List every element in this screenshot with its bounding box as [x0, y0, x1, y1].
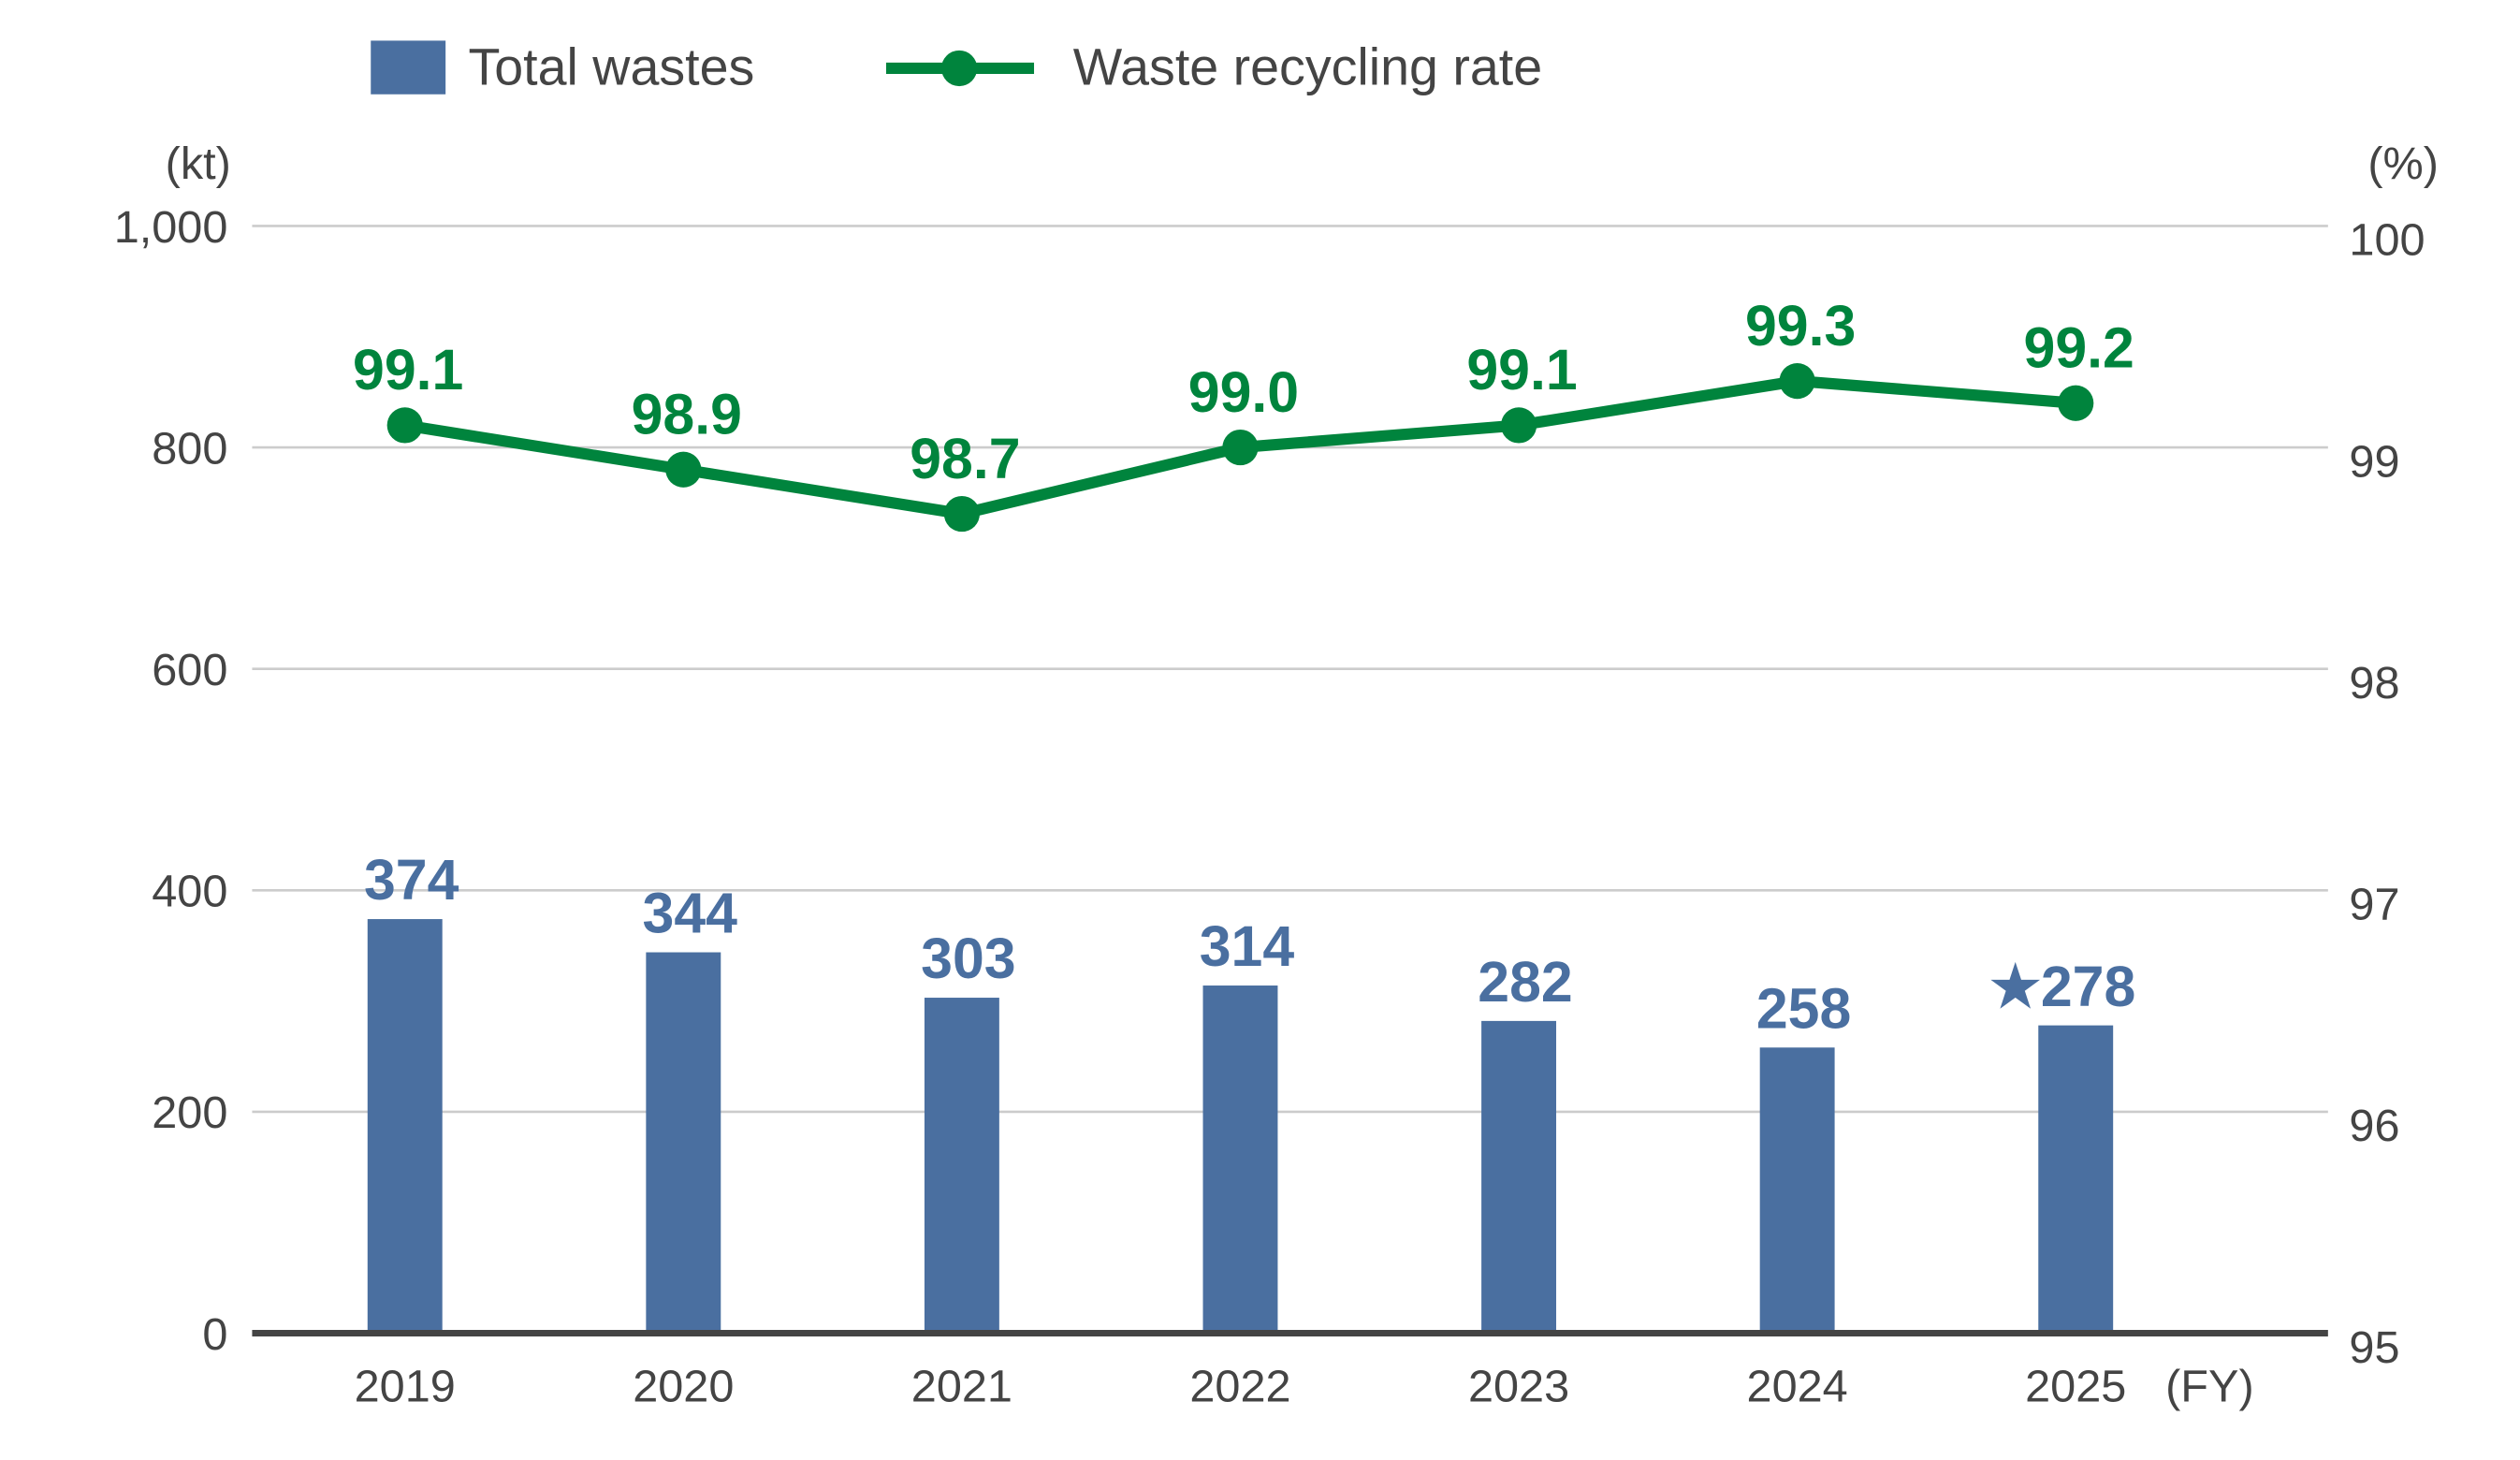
recycling-label-2023: 99.1 — [1466, 338, 1577, 402]
y-right-unit: (%) — [2367, 139, 2439, 189]
bar-label-2021: 303 — [921, 927, 1015, 990]
bar-2022 — [1202, 986, 1278, 1334]
recycling-point-2020 — [665, 451, 702, 488]
x-tick-label: 2020 — [633, 1361, 734, 1411]
recycling-point-2021 — [943, 495, 981, 533]
y-left-tick-label: 800 — [152, 423, 227, 474]
y-left-unit: (kt) — [166, 139, 231, 189]
y-right-tick-label: 98 — [2349, 658, 2399, 708]
recycling-label-2021: 98.7 — [910, 427, 1020, 490]
x-tick-label: 2024 — [1747, 1361, 1848, 1411]
recycling-point-2019 — [386, 407, 423, 444]
x-tick-label: 2022 — [1189, 1361, 1290, 1411]
x-tick-label: 2025 — [2025, 1361, 2126, 1411]
bar-2024 — [1759, 1047, 1835, 1334]
recycling-label-2024: 99.3 — [1745, 294, 1856, 358]
recycling-label-2019: 99.1 — [353, 338, 463, 402]
y-right-tick-label: 99 — [2349, 436, 2399, 487]
x-tick-label: 2019 — [355, 1361, 456, 1411]
legend-label-recycling-rate: Waste recycling rate — [1073, 37, 1542, 95]
recycling-point-2022 — [1222, 429, 1259, 466]
bar-label-2022: 314 — [1200, 914, 1295, 978]
bar-2021 — [924, 998, 999, 1334]
y-left-tick-label: 200 — [152, 1088, 227, 1138]
legend: Total wastes Waste recycling rate — [371, 37, 1542, 95]
bar-label-2023: 282 — [1478, 950, 1572, 1014]
recycling-point-2023 — [1500, 407, 1537, 444]
y-left-tick-label: 0 — [202, 1309, 227, 1360]
bar-label-2020: 344 — [643, 882, 738, 945]
recycling-label-2020: 98.9 — [632, 383, 742, 446]
y-left-tick-label: 400 — [152, 867, 227, 917]
y-left-tick-label: 1,000 — [114, 202, 228, 253]
bar-2025 — [2038, 1025, 2114, 1334]
y-right-tick-label: 96 — [2349, 1101, 2399, 1151]
recycling-label-2022: 99.0 — [1188, 360, 1299, 424]
bar-label-2019: 374 — [364, 848, 459, 912]
y-right-tick-label: 100 — [2349, 215, 2425, 266]
y-left-tick-label: 600 — [152, 645, 227, 695]
bar-label-2024: 258 — [1756, 976, 1851, 1040]
bar-label-2025: ★278 — [1989, 955, 2135, 1018]
bar-2020 — [646, 952, 721, 1334]
y-right-tick-label: 95 — [2349, 1322, 2399, 1373]
recycling-point-2025 — [2058, 385, 2094, 421]
x-tick-label: 2023 — [1468, 1361, 1569, 1411]
legend-swatch-recycling-marker — [941, 50, 978, 87]
legend-swatch-total-wastes — [371, 40, 446, 95]
bar-2023 — [1481, 1020, 1557, 1334]
bar-2019 — [367, 919, 443, 1334]
recycling-point-2024 — [1779, 362, 1815, 400]
recycling-label-2025: 99.2 — [2024, 316, 2134, 380]
x-tick-label: 2021 — [911, 1361, 1012, 1411]
legend-label-total-wastes: Total wastes — [468, 37, 754, 95]
y-right-tick-label: 97 — [2349, 880, 2399, 930]
x-axis-unit: (FY) — [2165, 1361, 2254, 1411]
